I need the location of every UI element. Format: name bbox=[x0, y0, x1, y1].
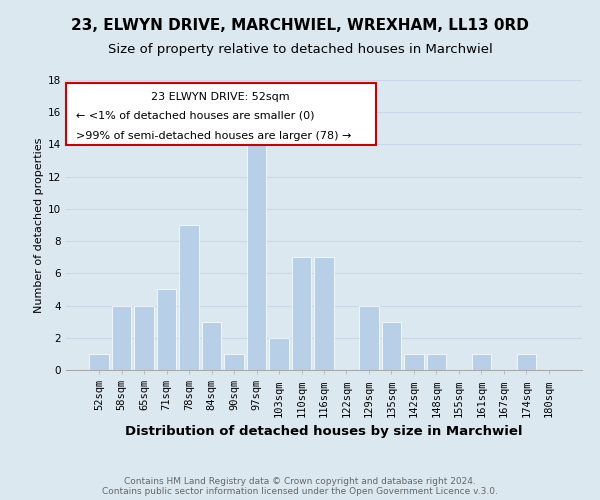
Bar bbox=[157, 290, 176, 370]
Bar bbox=[134, 306, 154, 370]
Text: Size of property relative to detached houses in Marchwiel: Size of property relative to detached ho… bbox=[107, 42, 493, 56]
Text: ← <1% of detached houses are smaller (0): ← <1% of detached houses are smaller (0) bbox=[76, 110, 315, 120]
Bar bbox=[314, 257, 334, 370]
Bar bbox=[404, 354, 424, 370]
Bar bbox=[517, 354, 536, 370]
Text: 23 ELWYN DRIVE: 52sqm: 23 ELWYN DRIVE: 52sqm bbox=[151, 92, 290, 102]
Text: Contains public sector information licensed under the Open Government Licence v.: Contains public sector information licen… bbox=[102, 486, 498, 496]
Bar bbox=[179, 225, 199, 370]
Bar bbox=[224, 354, 244, 370]
Bar bbox=[269, 338, 289, 370]
Bar bbox=[382, 322, 401, 370]
Text: 23, ELWYN DRIVE, MARCHWIEL, WREXHAM, LL13 0RD: 23, ELWYN DRIVE, MARCHWIEL, WREXHAM, LL1… bbox=[71, 18, 529, 32]
Bar bbox=[247, 144, 266, 370]
FancyBboxPatch shape bbox=[66, 83, 376, 145]
X-axis label: Distribution of detached houses by size in Marchwiel: Distribution of detached houses by size … bbox=[125, 425, 523, 438]
Bar bbox=[202, 322, 221, 370]
Bar bbox=[89, 354, 109, 370]
Y-axis label: Number of detached properties: Number of detached properties bbox=[34, 138, 44, 312]
Bar bbox=[427, 354, 446, 370]
Bar bbox=[472, 354, 491, 370]
Text: >99% of semi-detached houses are larger (78) →: >99% of semi-detached houses are larger … bbox=[76, 130, 352, 141]
Text: Contains HM Land Registry data © Crown copyright and database right 2024.: Contains HM Land Registry data © Crown c… bbox=[124, 476, 476, 486]
Bar bbox=[292, 257, 311, 370]
Bar bbox=[112, 306, 131, 370]
Bar bbox=[359, 306, 379, 370]
